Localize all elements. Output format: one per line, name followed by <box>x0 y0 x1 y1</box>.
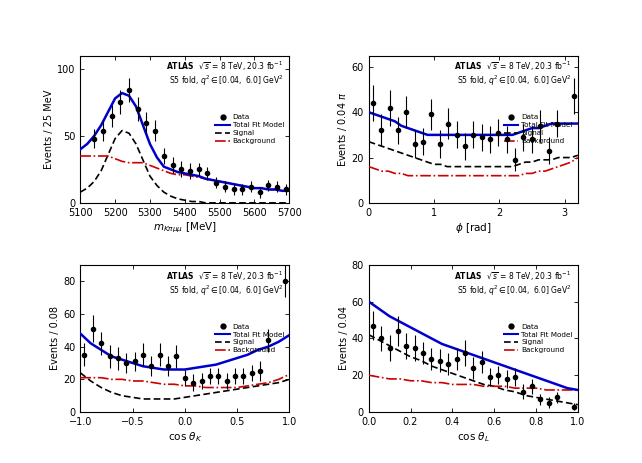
X-axis label: cos $\theta_{K}$: cos $\theta_{K}$ <box>168 430 202 444</box>
Legend: Data, Total Fit Model, Signal, Background: Data, Total Fit Model, Signal, Backgroun… <box>501 112 576 147</box>
Text: $\mathbf{ATLAS}$  $\sqrt{s}$ = 8 TeV, 20.3 fb$^{-1}$: $\mathbf{ATLAS}$ $\sqrt{s}$ = 8 TeV, 20.… <box>455 60 571 73</box>
X-axis label: cos $\theta_{L}$: cos $\theta_{L}$ <box>457 430 490 444</box>
Text: S5 fold, $q^{2} \in [0.04,\ 6.0]$ GeV$^{2}$: S5 fold, $q^{2} \in [0.04,\ 6.0]$ GeV$^{… <box>457 283 571 298</box>
Text: $\mathbf{ATLAS}$  $\sqrt{s}$ = 8 TeV, 20.3 fb$^{-1}$: $\mathbf{ATLAS}$ $\sqrt{s}$ = 8 TeV, 20.… <box>166 269 283 282</box>
Y-axis label: Events / 0.04: Events / 0.04 <box>339 307 349 370</box>
Legend: Data, Total Fit Model, Signal, Background: Data, Total Fit Model, Signal, Backgroun… <box>213 112 287 147</box>
Y-axis label: Events / 25 MeV: Events / 25 MeV <box>44 89 54 169</box>
Legend: Data, Total Fit Model, Signal, Background: Data, Total Fit Model, Signal, Backgroun… <box>501 321 576 356</box>
Text: $\mathbf{ATLAS}$  $\sqrt{s}$ = 8 TeV, 20.3 fb$^{-1}$: $\mathbf{ATLAS}$ $\sqrt{s}$ = 8 TeV, 20.… <box>166 60 283 73</box>
Y-axis label: Events / 0.08: Events / 0.08 <box>50 307 60 370</box>
Text: S5 fold, $q^{2} \in [0.04,\ 6.0]$ GeV$^{2}$: S5 fold, $q^{2} \in [0.04,\ 6.0]$ GeV$^{… <box>169 283 283 298</box>
Y-axis label: Events / 0.04 $\pi$: Events / 0.04 $\pi$ <box>336 92 349 167</box>
Text: $\mathbf{ATLAS}$  $\sqrt{s}$ = 8 TeV, 20.3 fb$^{-1}$: $\mathbf{ATLAS}$ $\sqrt{s}$ = 8 TeV, 20.… <box>455 269 571 282</box>
X-axis label: $\phi$ [rad]: $\phi$ [rad] <box>455 220 492 235</box>
Text: S5 fold, $q^{2} \in [0.04,\ 6.0]$ GeV$^{2}$: S5 fold, $q^{2} \in [0.04,\ 6.0]$ GeV$^{… <box>457 74 571 88</box>
X-axis label: $m_{K\pi\mu\mu}$ [MeV]: $m_{K\pi\mu\mu}$ [MeV] <box>153 220 216 235</box>
Legend: Data, Total Fit Model, Signal, Background: Data, Total Fit Model, Signal, Backgroun… <box>213 321 287 356</box>
Text: S5 fold, $q^{2} \in [0.04,\ 6.0]$ GeV$^{2}$: S5 fold, $q^{2} \in [0.04,\ 6.0]$ GeV$^{… <box>169 74 283 88</box>
